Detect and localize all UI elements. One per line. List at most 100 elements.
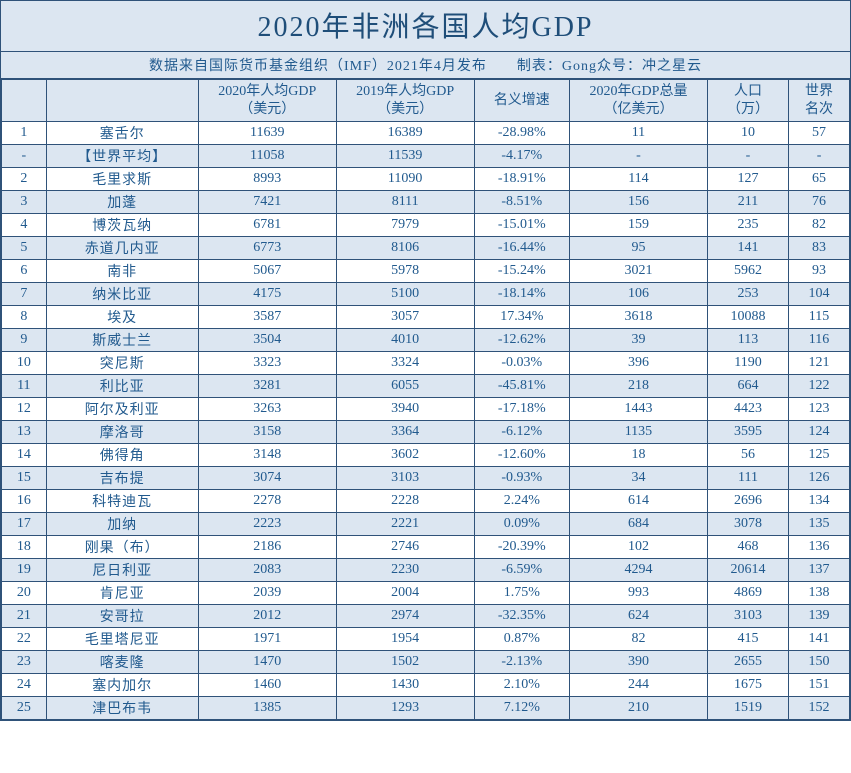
cell-gdp2020: 2083 <box>198 559 336 582</box>
cell-gdp2019: 3103 <box>336 467 474 490</box>
cell-total: 1443 <box>569 398 707 421</box>
cell-rank: 14 <box>2 444 47 467</box>
cell-growth: 7.12% <box>474 697 569 720</box>
cell-gdp2019: 5978 <box>336 260 474 283</box>
cell-pop: 2655 <box>707 651 788 674</box>
cell-worldrank: 135 <box>789 513 850 536</box>
cell-pop: 56 <box>707 444 788 467</box>
col-gdp2019: 2019年人均GDP（美元） <box>336 80 474 122</box>
cell-worldrank: 123 <box>789 398 850 421</box>
cell-gdp2019: 2746 <box>336 536 474 559</box>
cell-growth: -6.59% <box>474 559 569 582</box>
cell-gdp2020: 2039 <box>198 582 336 605</box>
cell-growth: -32.35% <box>474 605 569 628</box>
table-row: 22毛里塔尼亚197119540.87%82415141 <box>2 628 850 651</box>
cell-country: 津巴布韦 <box>46 697 198 720</box>
cell-growth: -20.39% <box>474 536 569 559</box>
cell-pop: 4869 <box>707 582 788 605</box>
cell-gdp2020: 11058 <box>198 145 336 168</box>
cell-rank: 5 <box>2 237 47 260</box>
col-worldrank: 世界名次 <box>789 80 850 122</box>
cell-growth: -18.14% <box>474 283 569 306</box>
cell-total: 95 <box>569 237 707 260</box>
table-row: 23喀麦隆14701502-2.13%3902655150 <box>2 651 850 674</box>
cell-worldrank: 137 <box>789 559 850 582</box>
cell-country: 博茨瓦纳 <box>46 214 198 237</box>
cell-pop: 3103 <box>707 605 788 628</box>
table-row: 18刚果（布）21862746-20.39%102468136 <box>2 536 850 559</box>
cell-country: 南非 <box>46 260 198 283</box>
cell-worldrank: 150 <box>789 651 850 674</box>
cell-gdp2019: 7979 <box>336 214 474 237</box>
cell-country: 毛里塔尼亚 <box>46 628 198 651</box>
cell-gdp2019: 2228 <box>336 490 474 513</box>
cell-pop: 253 <box>707 283 788 306</box>
table-row: 8埃及3587305717.34%361810088115 <box>2 306 850 329</box>
cell-country: 塞内加尔 <box>46 674 198 697</box>
cell-gdp2019: 1954 <box>336 628 474 651</box>
cell-country: 科特迪瓦 <box>46 490 198 513</box>
cell-gdp2020: 3504 <box>198 329 336 352</box>
cell-country: 毛里求斯 <box>46 168 198 191</box>
cell-gdp2020: 3148 <box>198 444 336 467</box>
table-row: 17加纳222322210.09%6843078135 <box>2 513 850 536</box>
cell-country: 佛得角 <box>46 444 198 467</box>
cell-growth: -4.17% <box>474 145 569 168</box>
cell-pop: 10 <box>707 122 788 145</box>
col-gdp2020: 2020年人均GDP（美元） <box>198 80 336 122</box>
cell-growth: -15.01% <box>474 214 569 237</box>
cell-gdp2020: 3323 <box>198 352 336 375</box>
cell-growth: -45.81% <box>474 375 569 398</box>
table-row: 24塞内加尔146014302.10%2441675151 <box>2 674 850 697</box>
cell-country: 斯威士兰 <box>46 329 198 352</box>
table-row: 21安哥拉20122974-32.35%6243103139 <box>2 605 850 628</box>
cell-growth: 1.75% <box>474 582 569 605</box>
cell-country: 肯尼亚 <box>46 582 198 605</box>
col-growth: 名义增速 <box>474 80 569 122</box>
cell-pop: 111 <box>707 467 788 490</box>
table-row: -【世界平均】1105811539-4.17%--- <box>2 145 850 168</box>
cell-gdp2020: 4175 <box>198 283 336 306</box>
cell-growth: -8.51% <box>474 191 569 214</box>
cell-growth: -28.98% <box>474 122 569 145</box>
cell-gdp2020: 1971 <box>198 628 336 651</box>
cell-gdp2019: 5100 <box>336 283 474 306</box>
table-row: 7纳米比亚41755100-18.14%106253104 <box>2 283 850 306</box>
cell-gdp2019: 2974 <box>336 605 474 628</box>
cell-rank: - <box>2 145 47 168</box>
cell-total: 4294 <box>569 559 707 582</box>
cell-gdp2019: 3940 <box>336 398 474 421</box>
cell-total: - <box>569 145 707 168</box>
cell-growth: 0.87% <box>474 628 569 651</box>
cell-pop: - <box>707 145 788 168</box>
table-row: 14佛得角31483602-12.60%1856125 <box>2 444 850 467</box>
cell-rank: 24 <box>2 674 47 697</box>
cell-worldrank: 126 <box>789 467 850 490</box>
table-container: 2020年非洲各国人均GDP 数据来自国际货币基金组织（IMF）2021年4月发… <box>0 0 851 721</box>
cell-rank: 9 <box>2 329 47 352</box>
cell-growth: -12.60% <box>474 444 569 467</box>
cell-total: 159 <box>569 214 707 237</box>
cell-rank: 20 <box>2 582 47 605</box>
cell-pop: 664 <box>707 375 788 398</box>
cell-country: 加蓬 <box>46 191 198 214</box>
cell-total: 11 <box>569 122 707 145</box>
gdp-table: 2020年人均GDP（美元） 2019年人均GDP（美元） 名义增速 2020年… <box>1 79 850 720</box>
cell-growth: -18.91% <box>474 168 569 191</box>
cell-country: 加纳 <box>46 513 198 536</box>
cell-total: 624 <box>569 605 707 628</box>
cell-rank: 22 <box>2 628 47 651</box>
cell-worldrank: - <box>789 145 850 168</box>
cell-pop: 1519 <box>707 697 788 720</box>
cell-total: 18 <box>569 444 707 467</box>
cell-gdp2019: 3364 <box>336 421 474 444</box>
cell-gdp2020: 5067 <box>198 260 336 283</box>
cell-worldrank: 152 <box>789 697 850 720</box>
cell-country: 阿尔及利亚 <box>46 398 198 421</box>
cell-pop: 113 <box>707 329 788 352</box>
cell-gdp2020: 6781 <box>198 214 336 237</box>
cell-gdp2020: 2223 <box>198 513 336 536</box>
cell-gdp2019: 8111 <box>336 191 474 214</box>
cell-pop: 211 <box>707 191 788 214</box>
cell-rank: 6 <box>2 260 47 283</box>
